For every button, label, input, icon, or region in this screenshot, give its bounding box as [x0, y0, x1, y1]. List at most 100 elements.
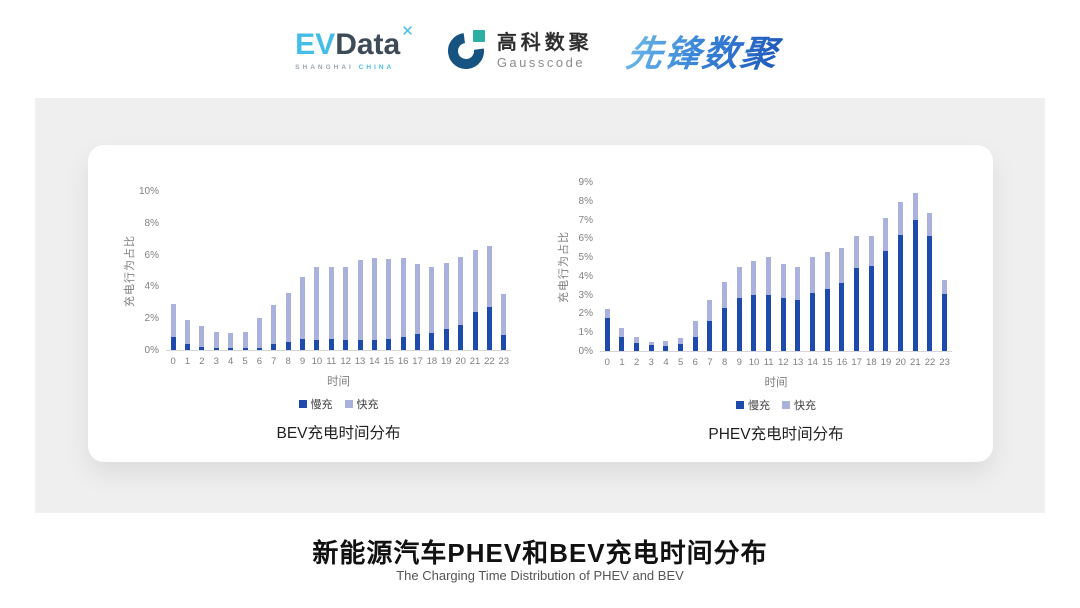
- x-tick-label: 22: [924, 357, 936, 368]
- bar-hour-20: 20: [893, 182, 908, 368]
- bev-legend: 慢充 快充: [166, 396, 511, 412]
- y-tick-label: 0%: [578, 346, 593, 357]
- bar-slow-segment: [912, 219, 918, 351]
- y-tick-label: 6%: [144, 249, 159, 261]
- bar-hour-0: 0: [166, 191, 180, 367]
- evdata-logo-data: Data: [335, 28, 401, 62]
- bar-slow-segment: [619, 336, 625, 351]
- bar-hour-16: 16: [396, 191, 410, 367]
- bar-hour-12: 12: [339, 191, 353, 367]
- y-tick-label: 8%: [144, 217, 159, 229]
- slow-charge-swatch: [298, 400, 307, 408]
- bar-fast-segment: [415, 264, 421, 335]
- bar-slow-segment: [736, 298, 742, 351]
- x-tick-label: 6: [256, 356, 263, 367]
- bar-slow-segment: [228, 348, 234, 350]
- x-tick-label: 14: [369, 356, 380, 367]
- x-tick-label: 2: [634, 357, 640, 368]
- bar-slow-segment: [170, 337, 176, 350]
- x-tick-label: 17: [412, 356, 423, 367]
- bar-slow-segment: [839, 283, 845, 351]
- x-tick-label: 5: [242, 356, 248, 367]
- bar-slow-segment: [242, 348, 248, 350]
- bar-slow-segment: [199, 346, 205, 350]
- bar-fast-segment: [604, 308, 610, 319]
- bar-slow-segment: [868, 265, 874, 351]
- bar-hour-10: 10: [747, 182, 762, 368]
- x-tick-label: 6: [692, 357, 698, 368]
- bar-slow-segment: [458, 324, 464, 350]
- bar-hour-5: 5: [673, 182, 688, 368]
- bar-hour-17: 17: [849, 182, 864, 368]
- bar-fast-segment: [472, 249, 478, 312]
- bar-hour-15: 15: [820, 182, 835, 368]
- bar-hour-2: 2: [195, 191, 209, 367]
- y-tick-label: 2%: [578, 308, 593, 320]
- bar-slow-segment: [429, 332, 435, 350]
- x-tick-label: 15: [383, 356, 395, 367]
- x-tick-label: 18: [426, 356, 438, 367]
- x-tick-label: 13: [354, 356, 366, 367]
- bar-hour-6: 6: [688, 182, 703, 368]
- x-tick-label: 7: [707, 357, 713, 368]
- bar-fast-segment: [357, 260, 363, 341]
- bar-fast-segment: [751, 260, 757, 295]
- bar-hour-14: 14: [367, 191, 381, 367]
- bar-hour-14: 14: [805, 182, 820, 368]
- y-axis-title: 充电行为占比: [558, 231, 570, 303]
- bar-hour-19: 19: [439, 191, 453, 367]
- bar-fast-segment: [824, 252, 830, 290]
- y-tick-label: 5%: [578, 252, 593, 264]
- bar-fast-segment: [285, 292, 291, 343]
- bar-hour-16: 16: [835, 182, 850, 368]
- bev-plot-area: 0% 2% 4% 6% 8% 10% 0 1 2 3 4 5 6 7 8 9 10 11 12 13 14 15 16 17 1…: [139, 186, 511, 367]
- evdata-x-icon: ✕: [401, 23, 414, 41]
- bar-fast-segment: [443, 262, 449, 330]
- bar-fast-segment: [343, 267, 349, 341]
- bar-fast-segment: [883, 217, 889, 251]
- bar-fast-segment: [228, 332, 234, 349]
- bar-fast-segment: [300, 276, 306, 339]
- x-tick-label: 11: [326, 356, 337, 367]
- y-tick-label: 3%: [578, 289, 593, 301]
- header-logos: EV Data ✕ SHANGHAI CHINA 高科数聚 Gausscode 先锋…: [0, 16, 1080, 86]
- bar-fast-segment: [185, 319, 191, 345]
- bar-fast-segment: [328, 267, 334, 339]
- bar-slow-segment: [824, 289, 830, 351]
- bar-slow-segment: [795, 300, 801, 351]
- bar-slow-segment: [722, 307, 728, 351]
- bar-fast-segment: [678, 337, 684, 345]
- bar-hour-9: 9: [295, 191, 309, 367]
- x-tick-label: 22: [484, 356, 495, 367]
- bar-fast-segment: [780, 263, 786, 299]
- bar-fast-segment: [795, 266, 801, 301]
- x-tick-label: 19: [441, 356, 452, 367]
- bar-fast-segment: [810, 257, 816, 293]
- x-tick-label: 0: [170, 356, 176, 367]
- x-tick-label: 16: [836, 357, 848, 368]
- bar-slow-segment: [328, 338, 334, 350]
- y-tick-label: 4%: [144, 281, 159, 293]
- bar-fast-segment: [458, 257, 464, 325]
- y-tick-label: 8%: [578, 195, 593, 207]
- bar-hour-8: 8: [281, 191, 295, 367]
- x-tick-label: 19: [880, 357, 892, 368]
- y-tick-label: 9%: [578, 177, 593, 188]
- bar-fast-segment: [912, 193, 918, 220]
- bar-slow-segment: [898, 234, 904, 351]
- x-tick-label: 3: [213, 356, 219, 367]
- bar-slow-segment: [472, 311, 478, 350]
- bar-fast-segment: [271, 305, 277, 345]
- evdata-logo-ev: EV: [295, 28, 336, 62]
- x-tick-label: 4: [228, 356, 234, 367]
- bar-slow-segment: [300, 338, 306, 350]
- bar-hour-12: 12: [776, 182, 791, 368]
- x-axis-title: 时间: [327, 376, 350, 388]
- bev-chart-title: BEV充电时间分布: [276, 425, 401, 442]
- phev-legend: 慢充 快充: [600, 397, 952, 413]
- xianfeng-shuju-logo: 先锋数聚: [623, 25, 788, 77]
- bar-hour-8: 8: [717, 182, 732, 368]
- bar-slow-segment: [927, 235, 933, 351]
- bar-hour-15: 15: [382, 191, 396, 367]
- x-tick-label: 14: [807, 357, 818, 368]
